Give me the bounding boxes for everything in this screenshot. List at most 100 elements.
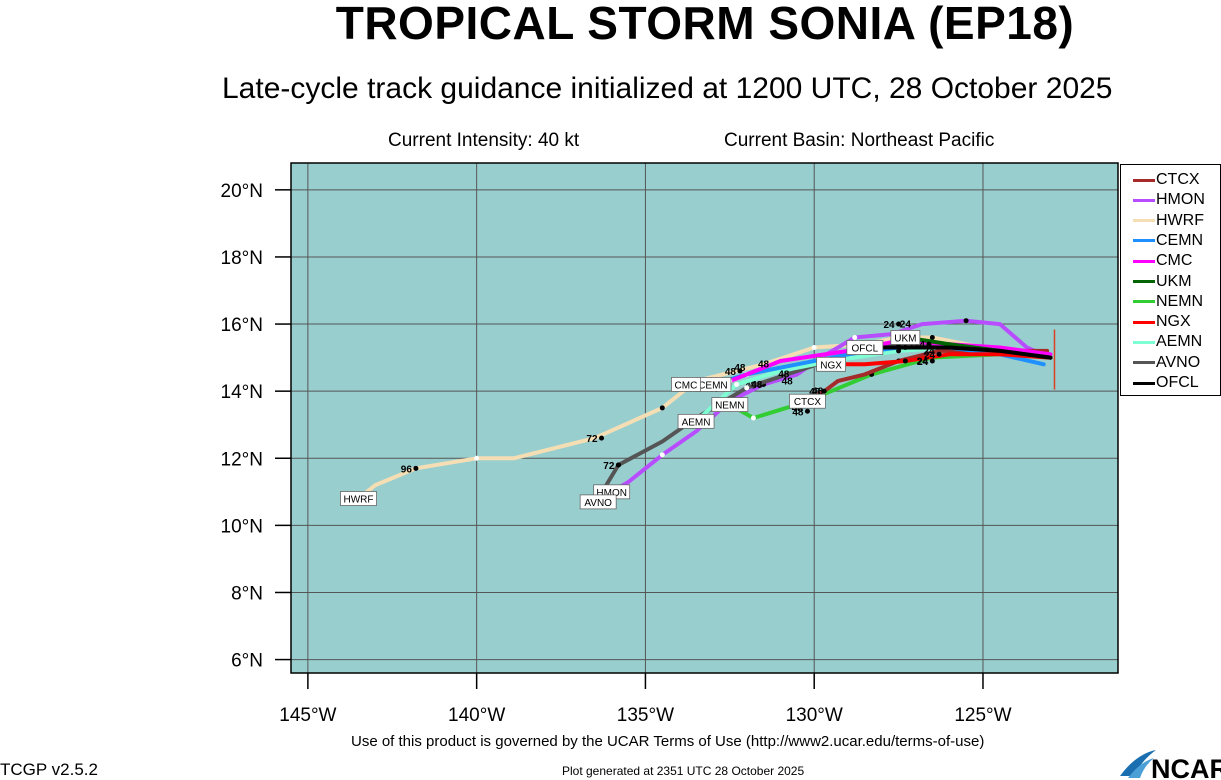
legend-label: NEMN bbox=[1156, 292, 1204, 310]
legend-swatch bbox=[1133, 219, 1155, 223]
model-legend: CTCX HMON HWRF CEMN CMC UKM NEMN NGX AEMN AVNO OFC… bbox=[1120, 164, 1221, 396]
track-label-box bbox=[890, 330, 921, 345]
lat-tick-label: 12°N bbox=[221, 449, 263, 470]
track-end-label: OFCL bbox=[852, 344, 879, 355]
lat-tick-label: 6°N bbox=[231, 651, 263, 672]
legend-swatch bbox=[1133, 280, 1155, 283]
forecast-hour-dot bbox=[936, 351, 942, 357]
track-end-label: CTCX bbox=[794, 397, 822, 408]
track-label-box bbox=[789, 393, 826, 409]
legend-swatch bbox=[1133, 381, 1155, 385]
track-end-label: HMON bbox=[596, 488, 627, 499]
legend-item-avno: AVNO bbox=[1133, 353, 1200, 373]
forecast-hour-dot bbox=[929, 358, 935, 364]
legend-label: HWRF bbox=[1156, 211, 1204, 229]
track-point bbox=[929, 334, 935, 340]
map-border bbox=[290, 162, 1119, 674]
forecast-hour-label: 24 bbox=[924, 350, 936, 361]
track-point bbox=[744, 385, 750, 391]
track-end-label: AVNO bbox=[584, 498, 612, 509]
forecast-hour-dot bbox=[615, 462, 621, 468]
track-label-box bbox=[677, 413, 715, 429]
legend-label: CTCX bbox=[1156, 171, 1200, 188]
lon-tick-label: 135°W bbox=[617, 705, 674, 726]
lon-tick-label: 145°W bbox=[279, 705, 336, 726]
forecast-hour-label: 24 bbox=[917, 357, 929, 368]
legend-item-ctcx: CTCX bbox=[1133, 170, 1200, 190]
track-end-label: NEMN bbox=[715, 401, 744, 412]
version-label: TCGP v2.5.2 bbox=[0, 760, 98, 779]
legend-label: HMON bbox=[1156, 191, 1205, 209]
track-end-label: AEMN bbox=[682, 417, 711, 428]
legend-item-nemn: NEMN bbox=[1133, 292, 1203, 312]
track-point bbox=[852, 334, 858, 340]
legend-swatch bbox=[1133, 300, 1155, 304]
forecast-hour-label: 48 bbox=[792, 407, 804, 418]
forecast-hour-label: 21 bbox=[903, 340, 915, 351]
legend-swatch bbox=[1133, 361, 1155, 365]
forecast-hour-dot bbox=[821, 388, 827, 394]
track-point bbox=[902, 345, 908, 351]
track-end-label: UKM bbox=[894, 333, 916, 344]
legend-item-cemn: CEMN bbox=[1133, 231, 1203, 251]
legend-item-ukm: UKM bbox=[1133, 272, 1192, 292]
track-point bbox=[902, 358, 908, 364]
track-end-label: HWRF bbox=[344, 495, 374, 506]
forecast-hour-label: 48 bbox=[778, 370, 790, 381]
lat-tick-label: 14°N bbox=[221, 382, 263, 403]
track-point bbox=[811, 345, 817, 351]
track-label-box bbox=[846, 340, 884, 355]
ncar-logo-text: NCAR bbox=[1151, 754, 1221, 780]
forecast-hour-label: 48 bbox=[725, 367, 737, 378]
legend-swatch bbox=[1133, 259, 1155, 263]
track-label-box bbox=[711, 397, 749, 412]
track-point bbox=[734, 381, 740, 387]
page-subtitle: Late-cycle track guidance initialized at… bbox=[222, 72, 1113, 105]
track-point bbox=[474, 455, 480, 461]
forecast-hour-label: 48 bbox=[751, 380, 763, 391]
track-end-label: NGX bbox=[820, 360, 842, 371]
legend-item-hwrf: HWRF bbox=[1133, 211, 1204, 231]
track-end-label: CMC bbox=[675, 380, 698, 391]
track-label-box bbox=[671, 377, 701, 392]
legend-swatch bbox=[1133, 178, 1155, 182]
lat-tick-label: 16°N bbox=[221, 315, 263, 336]
forecast-hour-label: 48 bbox=[782, 376, 794, 387]
track-ngx bbox=[829, 352, 1053, 367]
page-title: TROPICAL STORM SONIA (EP18) bbox=[335, 0, 1075, 49]
terms-of-use: Use of this product is governed by the U… bbox=[351, 733, 985, 750]
legend-label: CMC bbox=[1156, 252, 1193, 270]
forecast-hour-dot bbox=[737, 368, 743, 374]
legend-label: UKM bbox=[1156, 272, 1192, 290]
track-label-box bbox=[579, 494, 617, 510]
forecast-hour-label: 24 bbox=[900, 319, 912, 330]
legend-item-ngx: NGX bbox=[1133, 312, 1191, 332]
track-point bbox=[659, 452, 665, 458]
forecast-hour-label: 24 bbox=[923, 346, 935, 357]
track-point bbox=[963, 318, 969, 324]
track-end-label: CEMN bbox=[698, 380, 727, 391]
lon-tick-label: 125°W bbox=[954, 705, 1011, 726]
current-intensity: Current Intensity: 40 kt bbox=[388, 130, 580, 151]
legend-swatch bbox=[1133, 340, 1155, 344]
forecast-hour-dot bbox=[413, 465, 419, 471]
legend-swatch bbox=[1133, 239, 1155, 243]
legend-label: OFCL bbox=[1156, 374, 1199, 391]
lat-tick-label: 20°N bbox=[221, 181, 263, 202]
legend-item-ofcl: OFCL bbox=[1133, 373, 1199, 393]
lon-tick-label: 140°W bbox=[448, 705, 505, 726]
legend-label: AEMN bbox=[1156, 333, 1203, 351]
legend-item-hmon: HMON bbox=[1133, 190, 1205, 210]
track-hwrf bbox=[356, 335, 1050, 501]
forecast-hour-label: 72 bbox=[586, 434, 598, 445]
forecast-hour-dot bbox=[896, 321, 902, 327]
track-ofcl bbox=[862, 345, 1053, 360]
ncar-logo-swoosh-icon bbox=[1120, 750, 1156, 778]
forecast-hour-label: 48 bbox=[734, 363, 746, 374]
lat-tick-label: 10°N bbox=[221, 516, 263, 537]
lon-tick-label: 130°W bbox=[786, 705, 843, 726]
lat-tick-label: 8°N bbox=[231, 583, 263, 604]
forecast-hour-label: 48 bbox=[812, 387, 824, 398]
generated-timestamp: Plot generated at 2351 UTC 28 October 20… bbox=[562, 764, 805, 778]
